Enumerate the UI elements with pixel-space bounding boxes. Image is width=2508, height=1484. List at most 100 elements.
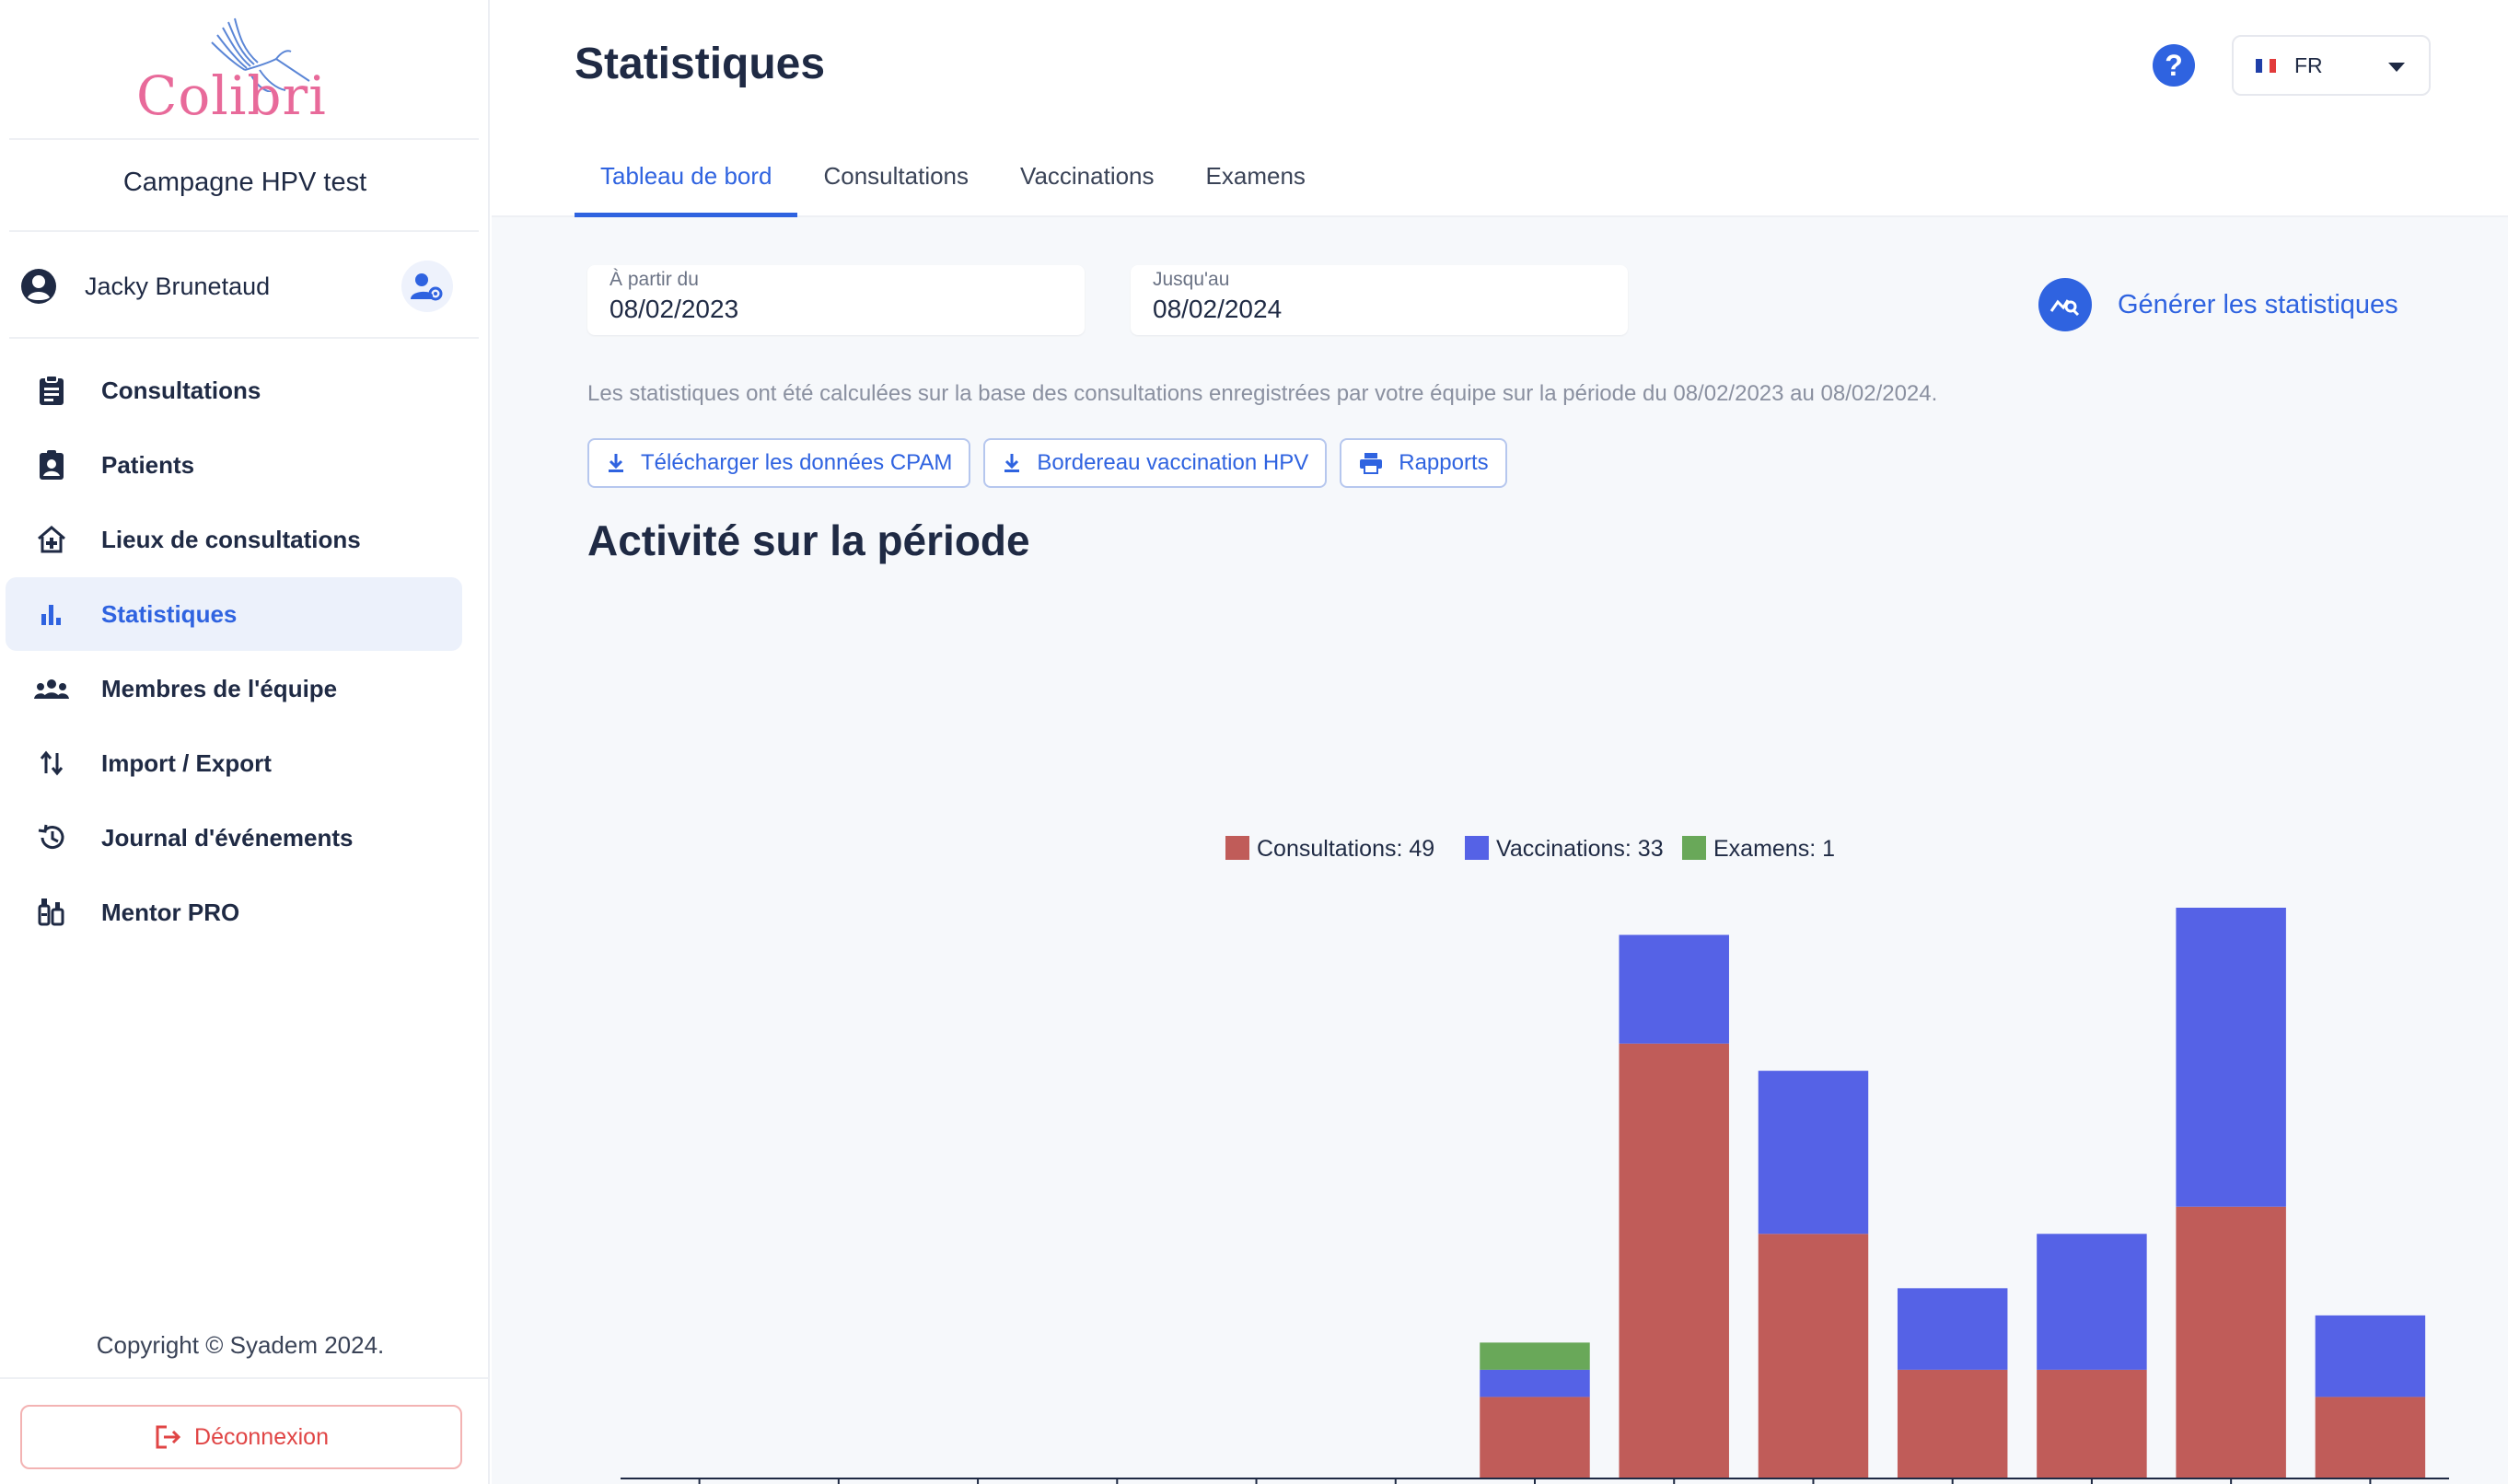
syringe-icon: [33, 894, 70, 931]
bar-consultations-12[interactable]: [2315, 1397, 2426, 1478]
legend-swatch-consultations: [1225, 836, 1249, 860]
history-icon: [33, 819, 70, 856]
bar-consultations-8[interactable]: [1758, 1234, 1869, 1478]
colibri-logo[interactable]: Colibri: [129, 9, 331, 129]
user-cog-icon: [411, 273, 443, 301]
to-date-field[interactable]: Jusqu'au: [1131, 265, 1628, 335]
reports-label: Rapports: [1399, 450, 1489, 475]
user-settings-button[interactable]: [401, 261, 453, 312]
help-icon: ?: [2165, 48, 2183, 82]
copyright: Copyright © Syadem 2024.: [96, 1331, 385, 1359]
bordereau-hpv-button[interactable]: Bordereau vaccination HPV: [983, 438, 1328, 488]
bar-vaccinations-7[interactable]: [1619, 934, 1729, 1044]
bar-consultations-6[interactable]: [1480, 1397, 1590, 1478]
generate-stats-button[interactable]: Générer les statistiques: [2038, 278, 2398, 331]
logout-icon: [156, 1425, 181, 1449]
bar-consultations-10[interactable]: [2037, 1369, 2147, 1478]
bar-vaccinations-12[interactable]: [2315, 1315, 2426, 1397]
import-export-icon: [33, 745, 70, 782]
bar-consultations-9[interactable]: [1897, 1369, 2008, 1478]
reports-button[interactable]: Rapports: [1340, 438, 1507, 488]
user-name: Jacky Brunetaud: [85, 272, 271, 300]
bar-consultations-7[interactable]: [1619, 1043, 1729, 1478]
main-area: Statistiques ? FR Tableau de bord Consul…: [492, 0, 2508, 1484]
download-cpam-button[interactable]: Télécharger les données CPAM: [587, 438, 971, 488]
action-buttons: Télécharger les données CPAM Bordereau v…: [587, 438, 1520, 488]
bar-vaccinations-8[interactable]: [1758, 1071, 1869, 1235]
bar-vaccinations-6[interactable]: [1480, 1369, 1590, 1397]
sidebar-item-label: Lieux de consultations: [101, 525, 361, 553]
bar-vaccinations-9[interactable]: [1897, 1288, 2008, 1370]
dashboard-content: À partir du Jusqu'au Générer les statist…: [492, 217, 2508, 1484]
sidebar-item-journal[interactable]: Journal d'événements: [6, 801, 462, 875]
to-date-label: Jusqu'au: [1153, 269, 1230, 290]
logo-text: Colibri: [136, 64, 327, 127]
page-title: Statistiques: [575, 40, 826, 88]
home-plus-icon: [33, 521, 70, 558]
sidebar-item-label: Consultations: [101, 376, 261, 404]
sidebar-item-label: Patients: [101, 450, 195, 479]
bar-vaccinations-11[interactable]: [2176, 908, 2286, 1207]
bar-chart-icon: [33, 596, 70, 632]
sidebar-item-label: Import / Export: [101, 748, 272, 777]
to-date-input[interactable]: [1153, 295, 1521, 324]
team-icon: [33, 670, 70, 707]
from-date-input[interactable]: [610, 295, 978, 324]
legend-entry-examens[interactable]: Examens: 1: [1713, 836, 1835, 862]
sidebar-item-mentor-pro[interactable]: Mentor PRO: [6, 875, 462, 949]
page-header: Statistiques ? FR Tableau de bord Consul…: [492, 0, 2508, 217]
divider: [0, 1377, 488, 1379]
sidebar-item-label: Membres de l'équipe: [101, 674, 338, 702]
help-button[interactable]: ?: [2153, 44, 2195, 87]
download-icon: [609, 454, 623, 472]
generate-stats-label: Générer les statistiques: [2118, 289, 2398, 319]
period-info-text: Les statistiques ont été calculées sur l…: [587, 381, 1938, 406]
legend-entry-consultations[interactable]: Consultations: 49: [1257, 836, 1434, 862]
bar-vaccinations-10[interactable]: [2037, 1234, 2147, 1370]
sidebar-item-import-export[interactable]: Import / Export: [6, 726, 462, 800]
sidebar-item-patients[interactable]: Patients: [6, 428, 462, 502]
divider: [9, 337, 479, 339]
activity-chart: Consultations: 49 Vaccinations: 33 Examens…: [621, 836, 2449, 1484]
chart-legend: Consultations: 49 Vaccinations: 33 Examens…: [1225, 836, 1835, 862]
tab-examens[interactable]: Examens: [1205, 162, 1306, 190]
bar-consultations-11[interactable]: [2176, 1206, 2286, 1478]
chevron-down-icon: [2388, 63, 2405, 72]
legend-entry-vaccinations[interactable]: Vaccinations: 33: [1496, 836, 1664, 862]
printer-icon: [1360, 453, 1383, 474]
sidebar-item-membres[interactable]: Membres de l'équipe: [6, 652, 462, 725]
hummingbird-icon: [211, 17, 310, 93]
campaign-name: Campagne HPV test: [122, 168, 367, 197]
sidebar-nav: Consultations Patients Lieux de consulta…: [6, 354, 462, 950]
section-title: Activité sur la période: [587, 516, 1030, 564]
clipboard-icon: [33, 372, 70, 409]
language-select[interactable]: FR: [2232, 35, 2431, 96]
french-flag-icon: [2256, 58, 2276, 73]
from-date-label: À partir du: [610, 269, 699, 290]
user-row: Jacky Brunetaud: [20, 261, 453, 312]
sidebar-item-label: Statistiques: [101, 599, 238, 628]
sidebar-item-consultations[interactable]: Consultations: [6, 354, 462, 427]
legend-swatch-vaccinations: [1465, 836, 1489, 860]
sidebar-item-lieux[interactable]: Lieux de consultations: [6, 503, 462, 576]
sidebar-item-statistiques[interactable]: Statistiques: [6, 577, 462, 651]
from-date-field[interactable]: À partir du: [587, 265, 1085, 335]
language-value: FR: [2294, 52, 2323, 77]
tab-consultations[interactable]: Consultations: [823, 162, 970, 190]
tab-vaccinations[interactable]: Vaccinations: [1020, 162, 1155, 190]
sidebar-item-label: Mentor PRO: [101, 898, 240, 926]
download-cpam-label: Télécharger les données CPAM: [641, 450, 953, 475]
bar-examens-6[interactable]: [1480, 1342, 1590, 1370]
tabs: Tableau de bord Consultations Vaccinatio…: [575, 157, 1331, 217]
logout-button[interactable]: Déconnexion: [20, 1405, 462, 1469]
chart-search-icon: [2038, 278, 2092, 331]
divider: [9, 138, 479, 140]
user-avatar-icon: [21, 269, 56, 304]
patient-badge-icon: [33, 446, 70, 483]
legend-swatch-examens: [1682, 836, 1706, 860]
tab-tableau-de-bord[interactable]: Tableau de bord: [575, 157, 798, 217]
bordereau-hpv-label: Bordereau vaccination HPV: [1037, 450, 1309, 475]
sidebar: Colibri Campagne HPV test Jacky Brunetau…: [0, 0, 490, 1484]
logout-label: Déconnexion: [194, 1423, 329, 1450]
divider: [9, 230, 479, 232]
